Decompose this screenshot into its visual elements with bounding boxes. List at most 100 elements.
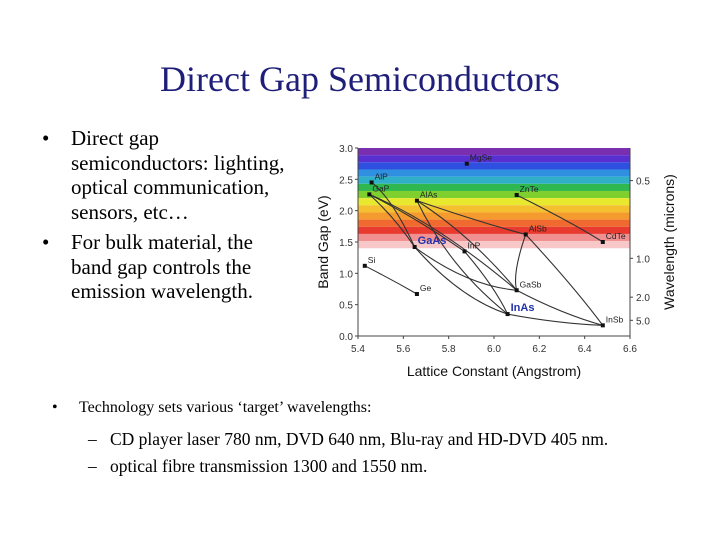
alloy-curve <box>507 313 603 326</box>
x-tick-label: 6.2 <box>532 344 546 355</box>
y-tick-label: 2.0 <box>339 207 353 218</box>
x-tick-label: 6.4 <box>578 344 592 355</box>
x-tick-label: 6.0 <box>487 344 501 355</box>
material-label: GaP <box>372 183 389 193</box>
slide-title: Direct Gap Semiconductors <box>160 59 560 99</box>
alloy-curve <box>368 193 416 248</box>
material-point <box>464 161 469 166</box>
x-tick-label: 5.8 <box>442 344 456 355</box>
bullet-marker: • <box>42 230 50 254</box>
spectrum-band <box>358 226 630 234</box>
spectrum-band <box>358 190 630 199</box>
y2-tick-label: 5.0 <box>636 316 650 327</box>
band-gap-chart-svg: 0.0 0.5 1.0 1.5 2.0 2.5 3.0 5.4 5.6 5.8 6.0 6.2 6.4 6… <box>315 144 677 379</box>
spectrum-band <box>358 205 630 213</box>
material-points: MgSe AlP GaP AlAs ZnTe AlSb CdTe GaAs InP Si GaSb G… <box>362 153 626 328</box>
y2-tick-label: 2.0 <box>636 293 650 304</box>
material-point <box>414 292 419 297</box>
alloy-curve <box>464 251 509 315</box>
spectrum-band <box>358 233 630 242</box>
spectrum-band <box>358 176 630 184</box>
material-point <box>367 192 372 197</box>
technology-text: Technology sets various ‘target’ wavelen… <box>79 399 372 416</box>
alloy-curve <box>416 200 518 291</box>
spectrum-band <box>358 169 630 177</box>
bullet-text: Direct gap semiconductors: lighting, opt… <box>71 126 285 224</box>
material-label: Si <box>368 255 376 265</box>
material-label: InSb <box>606 314 624 324</box>
material-point <box>412 245 417 250</box>
bullet-item: • For bulk material, the band gap contro… <box>42 230 292 304</box>
material-point <box>362 263 367 268</box>
material-point <box>600 323 605 328</box>
material-point <box>514 288 519 293</box>
material-label: GaSb <box>520 279 542 289</box>
material-label: Ge <box>420 283 432 293</box>
chart-axes: 0.0 0.5 1.0 1.5 2.0 2.5 3.0 5.4 5.6 5.8 6.0 6.2 6.4 6… <box>339 144 650 355</box>
alloy-curve <box>416 200 526 236</box>
alloy-curve <box>416 200 508 315</box>
y2-tick-label: 1.0 <box>636 254 650 265</box>
material-point <box>514 193 519 197</box>
spectrum-bands <box>358 148 630 249</box>
y-tick-label: 3.0 <box>339 144 353 155</box>
y2-tick-label: 0.5 <box>636 177 650 188</box>
material-label: CdTe <box>606 231 626 241</box>
sub-bullet-text: optical fibre transmission 1300 and 1550… <box>110 456 428 476</box>
material-label: ZnTe <box>520 184 539 194</box>
spectrum-band <box>358 183 630 191</box>
alloy-curve <box>525 234 604 326</box>
spectrum-band <box>358 162 630 170</box>
material-point <box>523 232 528 237</box>
alloy-curves <box>364 182 604 326</box>
alloy-curve <box>414 246 517 291</box>
spectrum-band <box>358 241 630 249</box>
bullet-list: • Direct gap semiconductors: lighting, o… <box>42 126 292 310</box>
alloy-curve <box>369 193 465 252</box>
x-tick-label: 5.6 <box>396 344 410 355</box>
sub-bullet-text: CD player laser 780 nm, DVD 640 nm, Blu-… <box>110 429 609 449</box>
y-tick-label: 0.0 <box>339 332 353 343</box>
material-label: AlP <box>375 171 389 181</box>
material-point <box>414 198 419 203</box>
sub-bullet-marker: – <box>88 456 97 476</box>
sub-bullet-list: – CD player laser 780 nm, DVD 640 nm, Blu… <box>88 426 608 480</box>
y-tick-label: 0.5 <box>339 301 353 312</box>
material-point <box>462 249 467 254</box>
material-point <box>369 180 374 185</box>
spectrum-band <box>358 212 630 220</box>
alloy-curve <box>369 193 518 291</box>
y-tick-label: 2.5 <box>339 175 353 186</box>
band-gap-chart: 0.0 0.5 1.0 1.5 2.0 2.5 3.0 5.4 5.6 5.8 6.0 6.2 6.4 6… <box>310 138 690 383</box>
alloy-curve <box>514 234 527 291</box>
bullet-marker: • <box>52 399 58 416</box>
alloy-curve <box>516 194 604 243</box>
x-axis-label: Lattice Constant (Angstrom) <box>407 363 581 379</box>
material-label: GaAs <box>418 235 447 247</box>
material-label: InAs <box>511 302 535 314</box>
spectrum-band <box>358 219 630 227</box>
bullet-marker: • <box>42 126 50 150</box>
sub-bullet-item: – optical fibre transmission 1300 and 155… <box>88 453 608 480</box>
spectrum-band <box>358 148 630 156</box>
material-point <box>505 312 510 317</box>
x-tick-label: 5.4 <box>351 344 365 355</box>
material-label: AlSb <box>529 223 547 233</box>
sub-bullet-item: – CD player laser 780 nm, DVD 640 nm, Blu… <box>88 426 608 453</box>
bullet-text: For bulk material, the band gap controls… <box>71 230 253 303</box>
technology-bullet: • Technology sets various ‘target’ wavele… <box>52 399 371 417</box>
material-label: MgSe <box>470 153 492 163</box>
spectrum-band <box>358 155 630 163</box>
material-label: AlAs <box>420 190 437 200</box>
material-point <box>600 240 605 244</box>
alloy-curve <box>364 265 418 295</box>
material-label: InP <box>468 240 481 250</box>
y2-axis-label: Wavelength (microns) <box>661 174 677 310</box>
alloy-curve <box>414 246 508 315</box>
bullet-item: • Direct gap semiconductors: lighting, o… <box>42 126 292 224</box>
spectrum-band <box>358 198 630 206</box>
y-tick-label: 1.5 <box>339 238 353 249</box>
y-axis-label: Band Gap (eV) <box>315 195 331 288</box>
alloy-curve <box>516 289 603 326</box>
y-tick-label: 1.0 <box>339 269 353 280</box>
